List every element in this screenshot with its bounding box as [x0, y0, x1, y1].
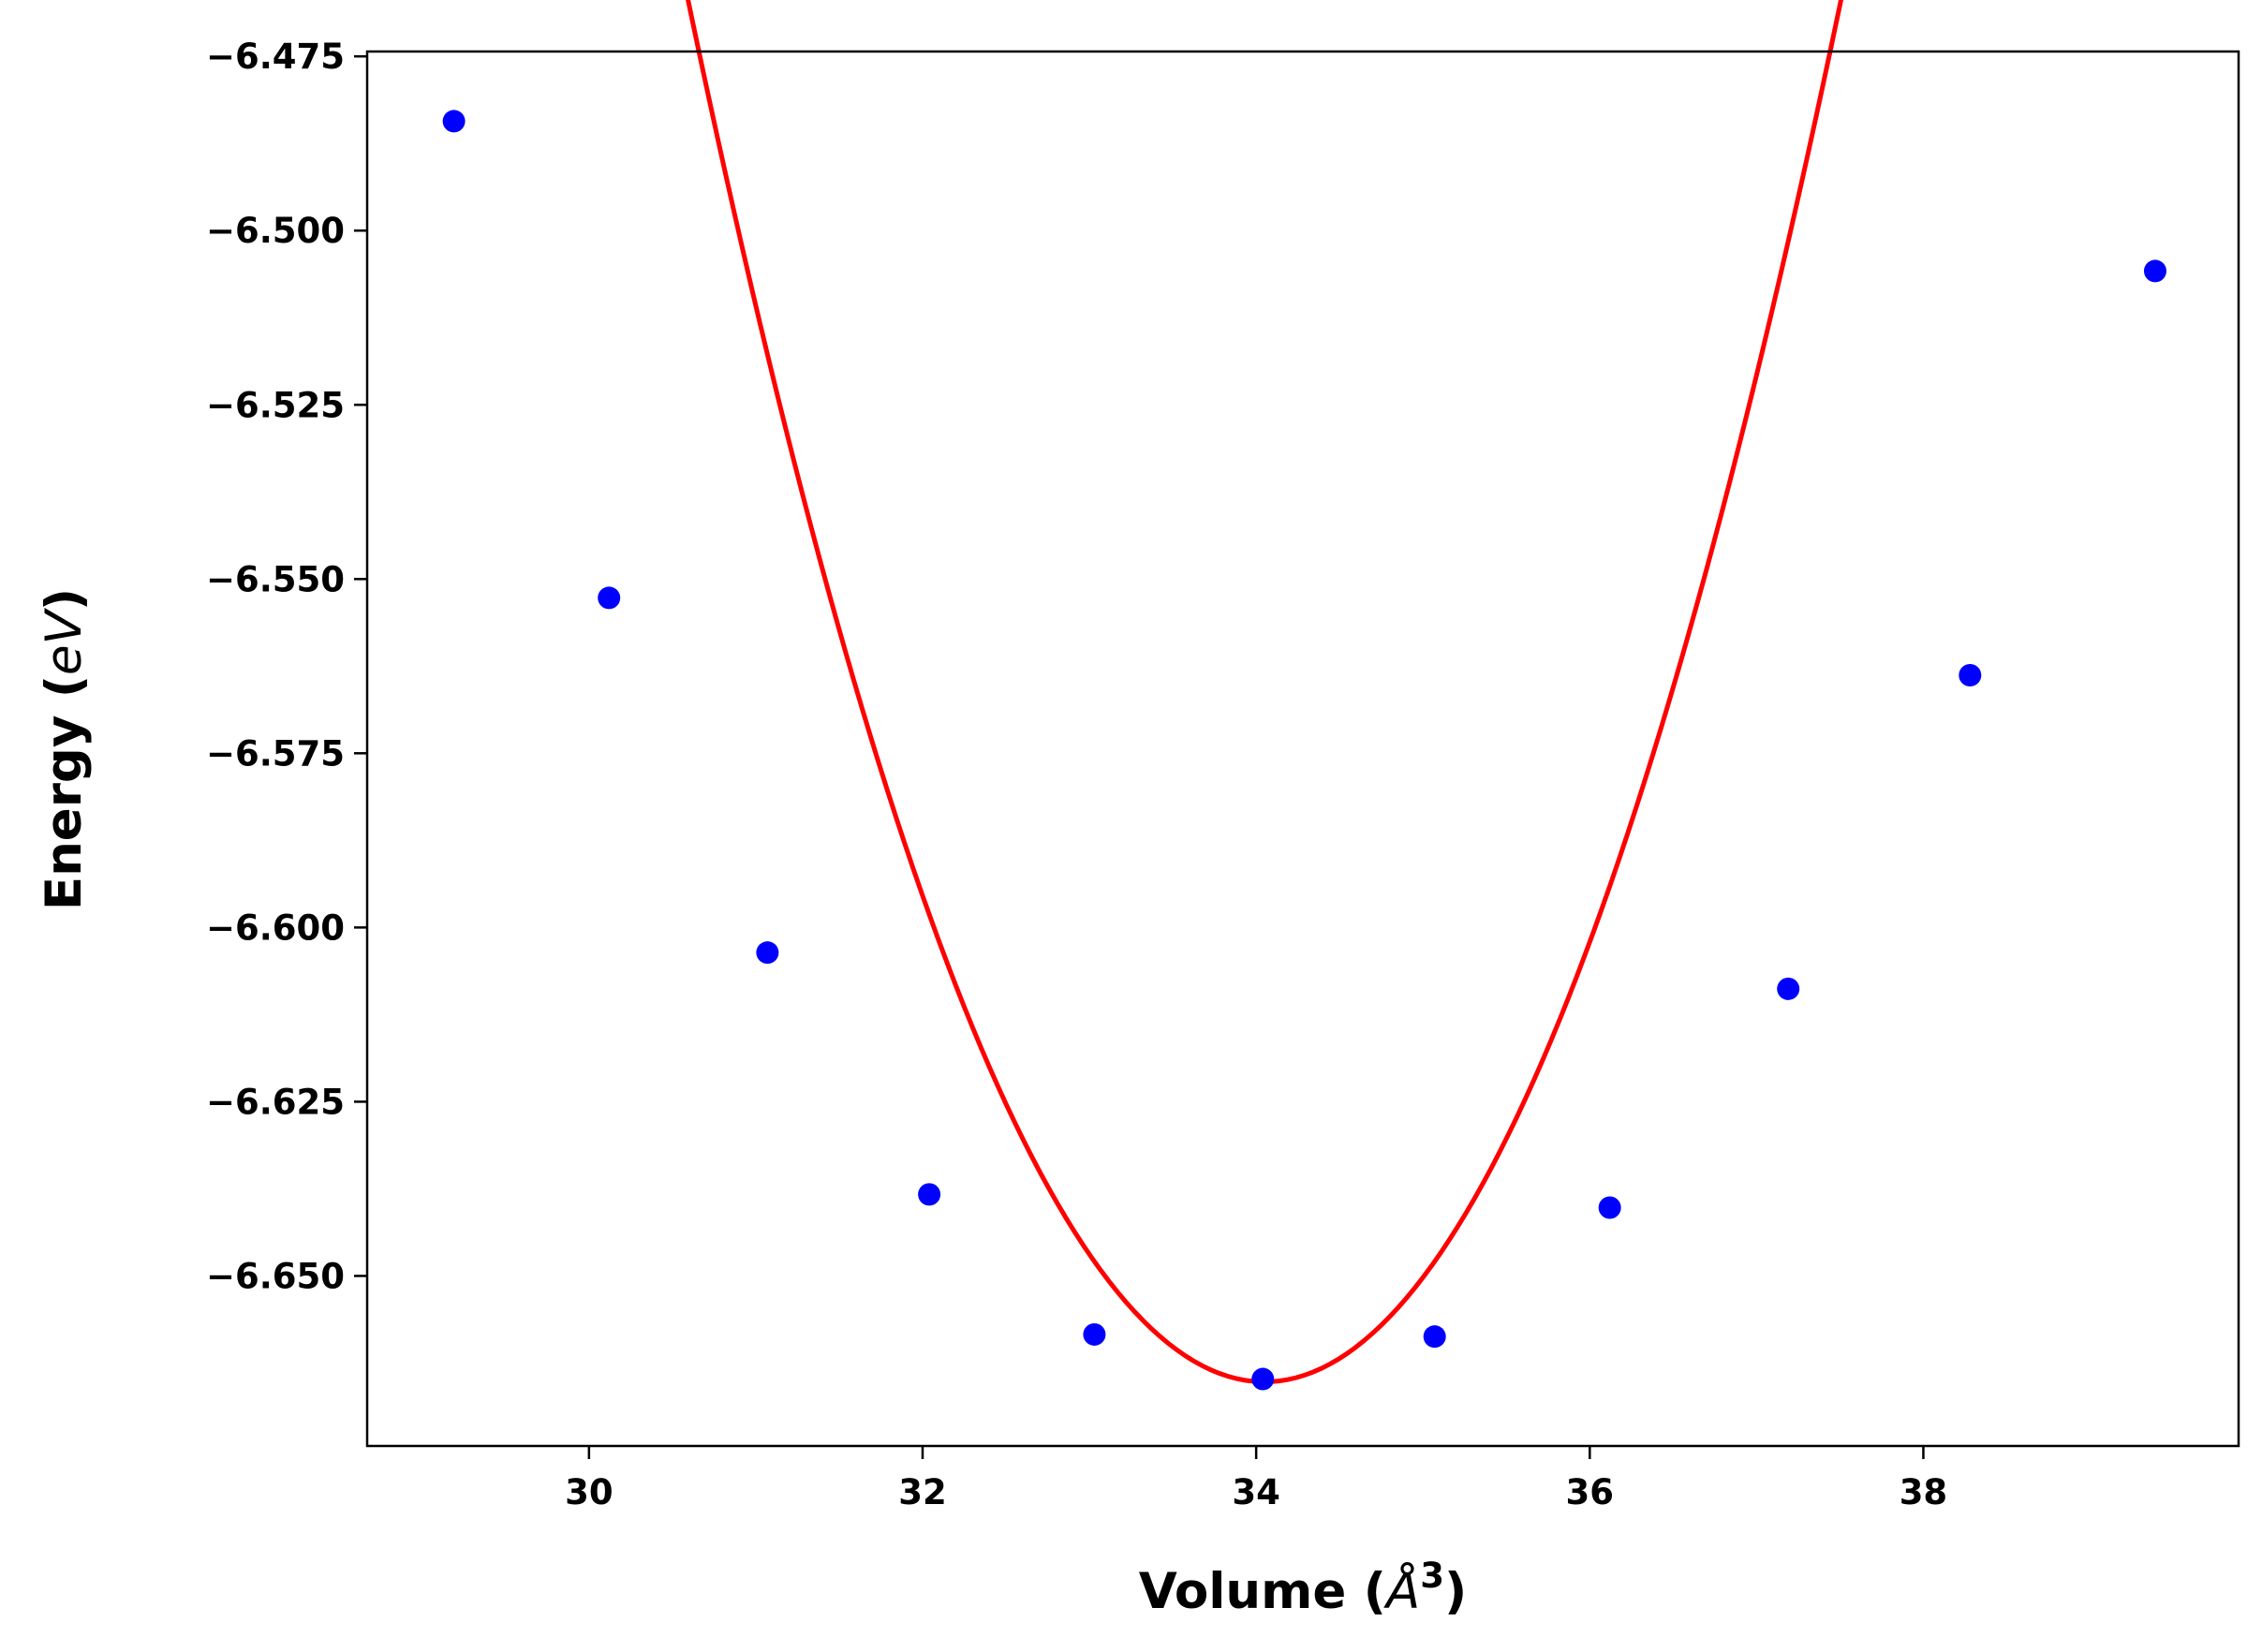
y-axis-ticks: −6.475 −6.500 −6.525 −6.550 −6.575 −6.600 −6.6… — [206, 37, 367, 1296]
y-tick-label: −6.625 — [206, 1082, 345, 1122]
y-tick-label: −6.475 — [206, 37, 345, 77]
y-tick-label: −6.550 — [206, 559, 345, 599]
data-point — [1251, 1367, 1275, 1391]
x-axis-ticks: 30 32 34 36 38 — [565, 1446, 1947, 1512]
x-tick-label: 38 — [1900, 1472, 1948, 1512]
plot-frame — [365, 50, 2240, 1448]
plot-background — [367, 52, 2239, 1446]
data-point — [1598, 1196, 1621, 1219]
x-tick-label: 30 — [565, 1472, 614, 1512]
data-point — [918, 1183, 941, 1206]
data-points-layer — [442, 110, 2166, 1391]
x-tick-label: 36 — [1566, 1472, 1615, 1512]
data-point — [1083, 1322, 1106, 1346]
data-point — [1777, 977, 1800, 1000]
fit-curve — [686, 0, 1844, 1385]
data-point — [1423, 1325, 1446, 1349]
x-axis-label: Volume (Å3) — [1139, 1556, 1468, 1620]
y-axis-label: Energy (eV) — [36, 588, 93, 910]
data-point — [1959, 663, 1982, 686]
data-point — [442, 110, 466, 133]
x-tick-label: 32 — [898, 1472, 947, 1512]
y-tick-label: −6.525 — [206, 385, 345, 425]
x-axis-label-unit: Å — [1383, 1560, 1420, 1620]
x-axis-label-superscript: 3 — [1420, 1556, 1444, 1596]
fit-curve-layer — [686, 0, 1844, 1385]
data-point — [2143, 259, 2166, 283]
data-point — [756, 941, 779, 965]
y-axis-label-unit: eV — [36, 607, 93, 675]
y-tick-label: −6.600 — [206, 907, 345, 948]
y-tick-label: −6.500 — [206, 211, 345, 251]
y-tick-label: −6.650 — [206, 1256, 345, 1296]
x-tick-label: 34 — [1232, 1472, 1280, 1512]
y-tick-label: −6.575 — [206, 733, 345, 774]
data-point — [598, 586, 621, 610]
